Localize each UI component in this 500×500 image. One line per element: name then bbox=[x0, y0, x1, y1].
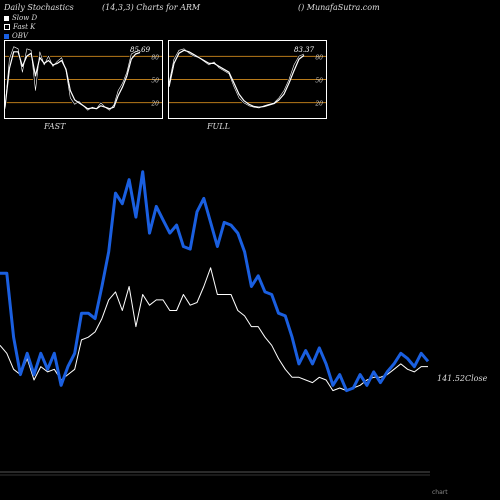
level-label-50: 50 bbox=[151, 78, 159, 85]
legend-item-fast-k: Fast K bbox=[4, 23, 35, 31]
legend-label-obv: OBV bbox=[12, 32, 28, 40]
series-outline-fast-k bbox=[5, 46, 141, 111]
full-panel-label: FULL bbox=[207, 122, 230, 131]
fast-stochastic-plot: 80 50 20 85.69 bbox=[5, 45, 162, 112]
level-label-20: 20 bbox=[314, 101, 323, 108]
series-slow-d bbox=[169, 49, 305, 108]
close-price-label: 141.52Close bbox=[437, 374, 488, 383]
level-label-20: 20 bbox=[150, 101, 159, 108]
series-price bbox=[0, 267, 428, 392]
legend-swatch-slow-d bbox=[4, 15, 9, 21]
level-label-80: 80 bbox=[315, 54, 323, 61]
series-outline-fast-k bbox=[169, 48, 305, 109]
legend-label-fast-k: Fast K bbox=[13, 23, 36, 31]
legend-swatch-fast-k bbox=[4, 24, 10, 30]
legend-swatch-obv bbox=[4, 33, 9, 39]
chart-title: Daily Stochastics bbox=[4, 3, 74, 12]
legend-item-obv: OBV bbox=[4, 32, 28, 40]
footer-text: chart bbox=[432, 489, 448, 496]
legend-label-slow-d: Slow D bbox=[12, 14, 38, 22]
full-stochastic-panel: 80 50 20 83.37 bbox=[168, 40, 327, 119]
level-label-80: 80 bbox=[151, 54, 159, 61]
full-stochastic-plot: 80 50 20 83.37 bbox=[169, 46, 326, 110]
panel-value-label: 83.37 bbox=[294, 46, 315, 54]
legend-item-slow-d: Slow D bbox=[4, 14, 37, 22]
panel-value-label: 85.69 bbox=[130, 46, 151, 54]
fast-stochastic-panel: 80 50 20 85.69 bbox=[4, 40, 163, 119]
series-slow-d bbox=[5, 51, 141, 110]
series-obv bbox=[0, 170, 430, 393]
fast-panel-label: FAST bbox=[44, 122, 66, 131]
chart-source: () MunafaSutra.com bbox=[298, 3, 380, 12]
chart-subtitle: (14,3,3) Charts for ARM bbox=[102, 3, 201, 12]
level-label-50: 50 bbox=[315, 78, 323, 85]
